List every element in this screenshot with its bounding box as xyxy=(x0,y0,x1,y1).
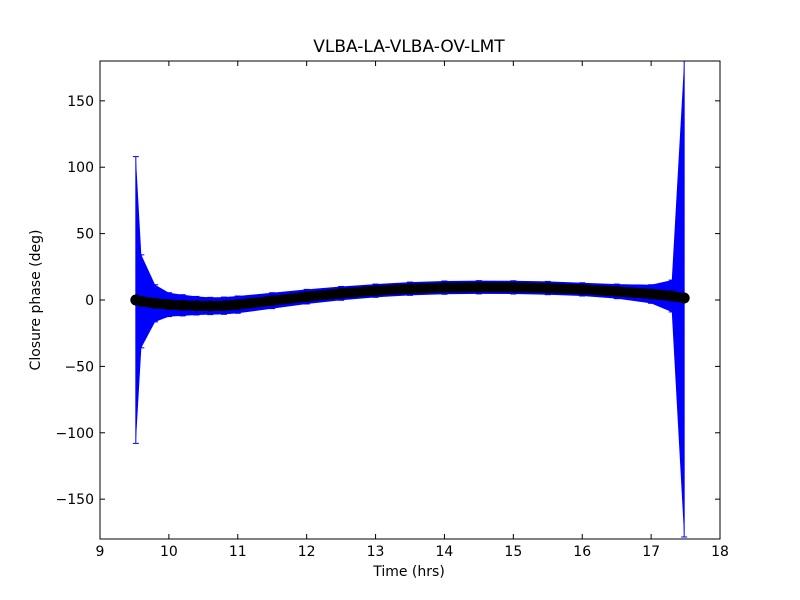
x-tick-label: 17 xyxy=(642,544,660,560)
data-point xyxy=(576,283,588,295)
y-tick-label: 0 xyxy=(85,293,94,309)
y-tick-label: 100 xyxy=(67,160,94,176)
data-point xyxy=(507,281,519,293)
y-tick-label: 150 xyxy=(67,94,94,110)
data-point xyxy=(611,285,623,297)
data-point xyxy=(542,282,554,294)
data-point xyxy=(370,285,382,297)
data-point xyxy=(190,300,202,312)
data-point xyxy=(404,283,416,295)
data-point xyxy=(645,288,657,300)
x-axis-label: Time (hrs) xyxy=(372,564,445,580)
data-point xyxy=(266,295,278,307)
x-tick-label: 14 xyxy=(436,544,454,560)
x-tick-label: 9 xyxy=(96,544,105,560)
data-point xyxy=(232,299,244,311)
data-point xyxy=(301,291,313,303)
data-point xyxy=(678,292,690,304)
axes-layer: 9 10 11 12 13 14 15 16 17 18 −150 −100 −50 0 50 100 150 xyxy=(56,60,729,560)
data-layer xyxy=(130,61,690,538)
data-point xyxy=(135,295,147,307)
data-point xyxy=(438,282,450,294)
y-tick-label: −150 xyxy=(56,492,94,508)
y-axis-label: Closure phase (deg) xyxy=(28,230,44,371)
x-tick-label: 15 xyxy=(504,544,522,560)
data-point xyxy=(163,299,175,311)
x-tick-label: 12 xyxy=(298,544,316,560)
data-point xyxy=(218,300,230,312)
x-tick-label: 11 xyxy=(229,544,247,560)
y-tick-label: −100 xyxy=(56,426,94,442)
y-tick-label: −50 xyxy=(64,359,94,375)
data-point xyxy=(149,297,161,309)
x-tick-label: 16 xyxy=(573,544,591,560)
x-tick-label: 13 xyxy=(367,544,385,560)
data-point xyxy=(666,290,678,302)
y-tick-label: 50 xyxy=(76,227,94,243)
x-tick-label: 10 xyxy=(160,544,178,560)
x-tick-label: 18 xyxy=(711,544,729,560)
data-point xyxy=(204,300,216,312)
data-point xyxy=(335,287,347,299)
chart-title: VLBA-LA-VLBA-OV-LMT xyxy=(313,37,505,57)
data-point xyxy=(177,299,189,311)
data-point xyxy=(473,281,485,293)
